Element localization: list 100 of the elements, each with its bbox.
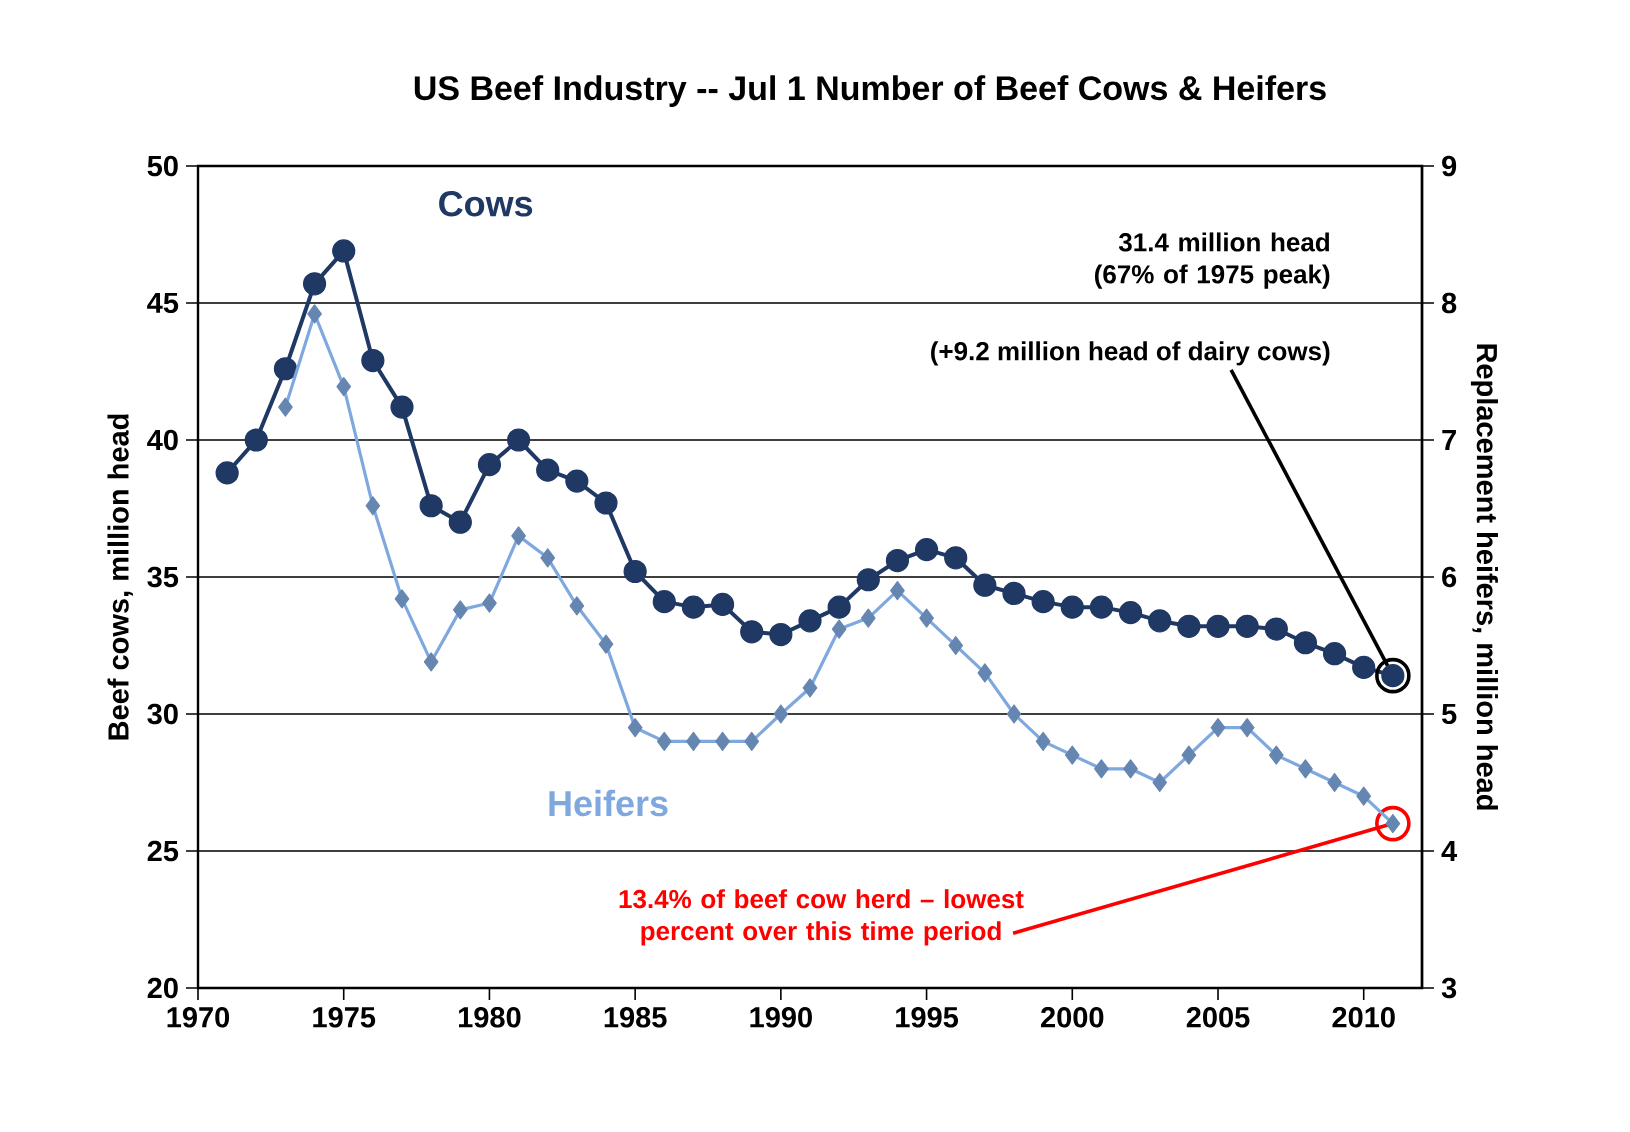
point xyxy=(860,608,876,628)
point xyxy=(536,458,560,482)
point xyxy=(594,491,618,515)
point xyxy=(1264,617,1288,641)
point xyxy=(1293,631,1318,655)
y-tick-label: 35 xyxy=(147,566,179,588)
point xyxy=(1298,759,1313,779)
point xyxy=(1235,614,1259,638)
x-tick-label: 1995 xyxy=(896,1007,959,1028)
point xyxy=(948,635,964,656)
point xyxy=(1206,614,1230,638)
y-tick-label: 20 xyxy=(147,977,178,999)
point xyxy=(1177,614,1201,638)
point xyxy=(885,548,910,573)
point xyxy=(419,494,443,518)
annotation: 13.4% of beef cow herd – lowest percent over this time period xyxy=(619,889,1024,946)
y-tick-label: 40 xyxy=(147,429,178,451)
point xyxy=(365,496,381,516)
point xyxy=(278,397,293,417)
point xyxy=(1148,609,1172,633)
x-tick-label: 2010 xyxy=(1332,1007,1395,1028)
point xyxy=(773,704,789,724)
point xyxy=(1031,590,1055,614)
y2-tick-label: 7 xyxy=(1442,430,1456,450)
x-tick-label: 1985 xyxy=(604,1007,667,1028)
point xyxy=(1060,595,1084,619)
point xyxy=(215,461,239,485)
point xyxy=(977,663,993,683)
x-tick-label: 1990 xyxy=(750,1007,812,1028)
point xyxy=(627,718,643,738)
point xyxy=(1327,772,1342,793)
point xyxy=(827,595,851,619)
point xyxy=(1322,642,1347,666)
point xyxy=(244,428,268,452)
point xyxy=(890,581,905,601)
point xyxy=(681,595,706,619)
point xyxy=(506,428,531,452)
point xyxy=(652,590,676,614)
x-tick-label: 1975 xyxy=(313,1007,376,1028)
point xyxy=(856,568,880,592)
point xyxy=(452,600,468,620)
y-tick-label: 45 xyxy=(147,292,179,314)
point xyxy=(361,348,385,373)
point xyxy=(423,652,439,672)
point xyxy=(1035,731,1051,751)
point xyxy=(1123,759,1138,779)
point xyxy=(1210,718,1226,738)
point xyxy=(744,731,760,751)
point xyxy=(569,596,585,616)
annotation: 31.4 million head (67% of 1975 peak) xyxy=(1094,232,1330,289)
point xyxy=(336,376,352,397)
point xyxy=(914,538,939,562)
point xyxy=(1352,655,1376,680)
point xyxy=(973,573,997,597)
point xyxy=(1181,745,1197,765)
point xyxy=(448,510,472,534)
x-tick-label: 1970 xyxy=(167,1007,230,1028)
point xyxy=(1356,786,1372,806)
point xyxy=(1002,581,1026,606)
point xyxy=(686,731,701,751)
point xyxy=(302,272,327,296)
point xyxy=(944,546,968,570)
point xyxy=(710,592,735,616)
point xyxy=(1118,601,1143,625)
point xyxy=(1239,718,1255,738)
y-tick-label: 30 xyxy=(147,703,178,725)
point xyxy=(1268,745,1284,765)
point xyxy=(511,526,526,546)
point xyxy=(740,620,764,644)
y2-tick-label: 4 xyxy=(1441,841,1458,861)
y-axis-title: Beef cows, million head xyxy=(107,414,133,740)
y-tick-label: 50 xyxy=(147,155,178,177)
y-tick-label: 25 xyxy=(147,840,179,862)
point xyxy=(477,453,502,477)
x-tick-label: 2000 xyxy=(1041,1007,1104,1028)
x-tick-label: 2005 xyxy=(1186,1007,1250,1028)
point xyxy=(1006,704,1022,724)
y2-axis-title: Replacement heifers, million head xyxy=(1470,344,1498,810)
point xyxy=(332,239,356,263)
point xyxy=(623,559,647,584)
chart-title: US Beef Industry -- Jul 1 Number of Beef Cows & Heifers xyxy=(414,75,1326,107)
y2-tick-label: 6 xyxy=(1442,566,1457,588)
point xyxy=(715,731,730,751)
point xyxy=(598,634,614,654)
series-label: Heifers xyxy=(549,789,668,817)
y2-tick-label: 9 xyxy=(1442,155,1457,177)
point xyxy=(307,304,322,324)
text: Cows xyxy=(439,190,533,217)
point xyxy=(1089,595,1114,619)
point xyxy=(482,593,497,613)
point xyxy=(802,678,818,698)
point xyxy=(565,469,589,493)
point xyxy=(540,548,556,568)
point xyxy=(1094,759,1109,779)
point xyxy=(798,609,822,633)
point xyxy=(1064,745,1080,765)
point xyxy=(394,589,410,609)
point xyxy=(1152,772,1168,793)
point xyxy=(390,395,414,419)
point xyxy=(769,622,793,647)
